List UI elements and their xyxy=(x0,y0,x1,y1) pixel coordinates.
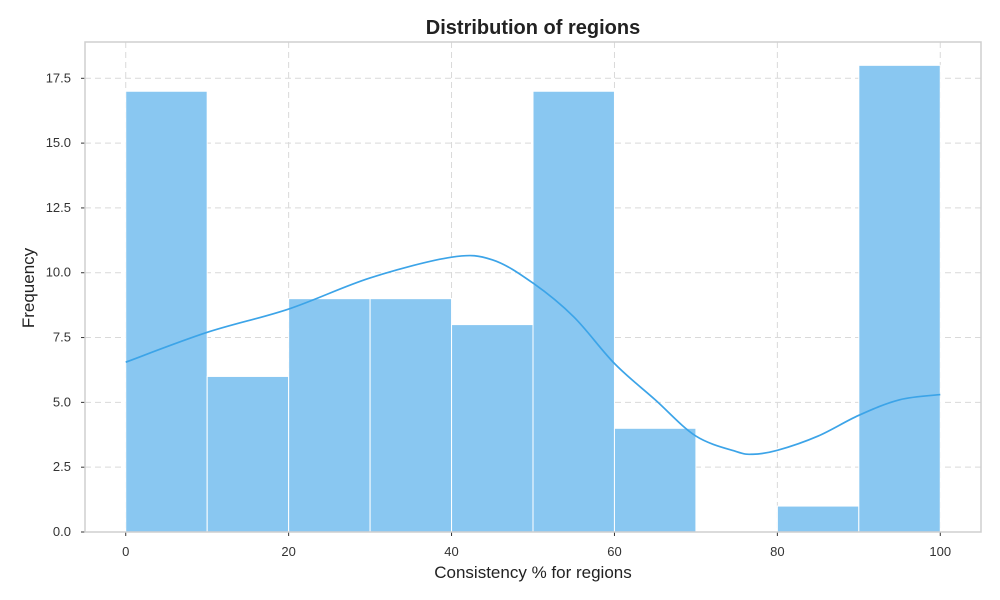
histogram-bar-2 xyxy=(288,298,371,533)
x-tick-label: 20 xyxy=(281,544,295,559)
x-tick-label: 100 xyxy=(929,544,951,559)
x-tick-label: 40 xyxy=(444,544,458,559)
x-axis-ticks: 0 20 40 60 80 100 xyxy=(122,532,951,559)
density-curve xyxy=(125,254,941,456)
y-tick-label: 10.0 xyxy=(46,265,71,280)
y-tick-label: 17.5 xyxy=(46,70,71,85)
plot-area-frame xyxy=(84,41,982,533)
x-tick-label: 0 xyxy=(122,544,129,559)
histogram-bar-1 xyxy=(206,375,290,533)
histogram-bar-6 xyxy=(613,427,697,533)
density-curve-layer xyxy=(125,254,941,456)
y-axis-ticks: 0.0 2.5 5.0 7.5 10.0 12.5 15.0 17.5 xyxy=(46,70,85,539)
histogram-bar-9 xyxy=(858,64,941,533)
y-tick-label: 15.0 xyxy=(46,135,71,150)
histogram-bars xyxy=(125,64,941,533)
y-tick-label: 0.0 xyxy=(53,524,71,539)
histogram-bar-3 xyxy=(369,298,453,533)
x-axis-label: Consistency % for regions xyxy=(434,563,631,582)
y-tick-label: 7.5 xyxy=(53,330,71,345)
x-tick-label: 60 xyxy=(607,544,621,559)
histogram-bar-5 xyxy=(532,90,615,533)
y-axis-label: Frequency xyxy=(19,247,38,328)
histogram-bar-4 xyxy=(451,324,534,533)
histogram-bar-0 xyxy=(125,90,208,533)
y-tick-label: 2.5 xyxy=(53,459,71,474)
y-tick-label: 5.0 xyxy=(53,394,71,409)
y-tick-label: 12.5 xyxy=(46,200,71,215)
histogram-bar-8 xyxy=(776,505,860,533)
chart-title: Distribution of regions xyxy=(426,17,640,39)
x-tick-label: 80 xyxy=(770,544,784,559)
